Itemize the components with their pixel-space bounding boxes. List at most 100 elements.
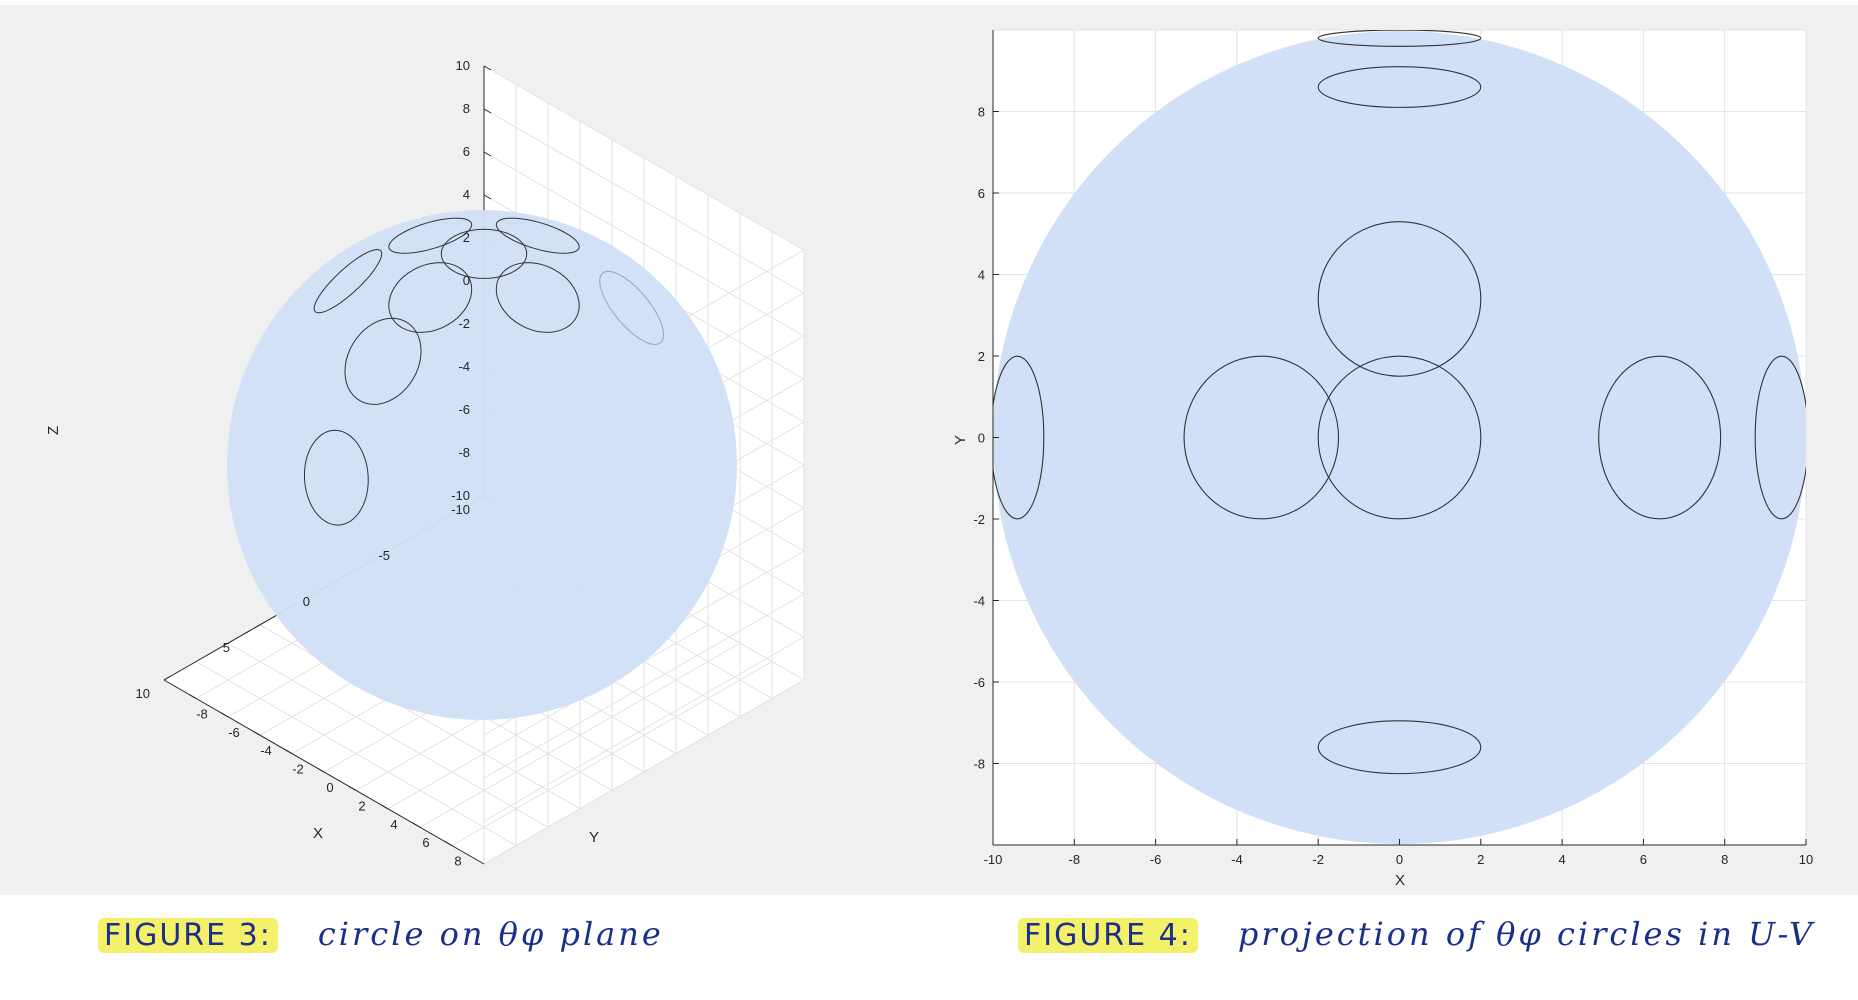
x-axis-label: X [313, 825, 323, 842]
projected-circles [993, 30, 1806, 775]
x-tick-label: 5 [223, 640, 230, 655]
x-tick-label: 2 [1477, 852, 1484, 867]
z-tick-mark [483, 65, 492, 71]
grid-line [483, 108, 805, 294]
z-tick-label: 4 [463, 187, 470, 202]
sphere-circle [599, 270, 664, 346]
y-tick-mark [348, 785, 357, 791]
z-tick-mark [483, 194, 492, 200]
sphere-circle [388, 262, 473, 333]
caption-figure-4: FIGURE 4: projection of θφ circles in U-V [1018, 915, 1815, 975]
z-tick-mark [483, 108, 492, 114]
y-tick-label: 2 [358, 798, 365, 813]
y-tick-label: 6 [978, 186, 985, 201]
y-tick-label: -2 [973, 512, 985, 527]
sphere-circle [440, 228, 528, 279]
sphere-circle [388, 217, 473, 254]
z-tick-label: -8 [458, 445, 470, 460]
projected-circle [1183, 355, 1340, 520]
sphere-circle [304, 429, 369, 526]
y-tick-label: -2 [292, 762, 304, 777]
y-tick-label: 0 [326, 780, 333, 795]
grid-line [483, 65, 805, 251]
y-tick-label: -6 [973, 675, 985, 690]
caption-figure-3: FIGURE 3: circle on θφ plane [98, 915, 664, 975]
z-tick-label: 10 [456, 58, 470, 73]
y-tick-label: 4 [390, 817, 397, 832]
x-tick-label: -4 [1231, 852, 1243, 867]
y-axis-label: Y [952, 435, 969, 445]
y-axis-label: Y [589, 829, 599, 846]
x-tick-label: 10 [1799, 852, 1813, 867]
y-tick-mark [252, 730, 261, 736]
y-tick-label: 8 [454, 854, 461, 869]
x-tick-label: -8 [1069, 852, 1081, 867]
grid-line [483, 151, 805, 337]
y-tick-label: -8 [196, 706, 208, 721]
3d-tick-labels: 10 8 6 4 2 0 -2 -4 -6 -8 -10-10 -5 0 5 10 -8 -6 -4 -2 0 2 4 6 8 [136, 58, 470, 869]
sphere-circle [495, 217, 580, 254]
sphere-3d-plot: 10 8 6 4 2 0 -2 -4 -6 -8 -10-10 -5 0 5 10 -8 -6 -4 -2 0 2 4 6 8… [45, 58, 805, 869]
projected-circle [1317, 221, 1482, 377]
z-tick-label: -10 [451, 488, 470, 503]
x-tick-label: 0 [1396, 852, 1403, 867]
y-tick-label: -4 [973, 594, 985, 609]
y-tick-label: 6 [422, 835, 429, 850]
projected-circle [1754, 355, 1806, 520]
x-tick-label: 8 [1721, 852, 1728, 867]
x-tick-label: 4 [1558, 852, 1565, 867]
x-tick-label: 0 [303, 594, 310, 609]
projected-circle [1317, 355, 1482, 520]
y-tick-label: 4 [978, 268, 985, 283]
y-tick-mark [188, 693, 197, 699]
x-tick-label: 6 [1640, 852, 1647, 867]
z-tick-label: 2 [463, 230, 470, 245]
z-axis-label: Z [45, 426, 62, 435]
x-tick-label: 10 [136, 686, 150, 701]
caption-label: FIGURE 3: [98, 918, 278, 953]
y-tick-mark [412, 822, 421, 828]
x-tick-mark [163, 675, 172, 681]
projection-disk [993, 31, 1806, 844]
grid-line [195, 661, 517, 847]
x-tick-label: -5 [378, 548, 390, 563]
sphere-circle [495, 262, 580, 333]
z-tick-mark [483, 151, 492, 157]
sphere [227, 210, 737, 720]
y-tick-label: 2 [978, 349, 985, 364]
x-tick-label: -6 [1150, 852, 1162, 867]
y-tick-mark [444, 841, 453, 847]
grid-line [227, 642, 549, 828]
y-tick-label: -8 [973, 757, 985, 772]
y-tick-mark [380, 804, 389, 810]
x-tick-label: -2 [1312, 852, 1324, 867]
grid-line [483, 679, 805, 865]
z-tick-label: 6 [463, 144, 470, 159]
projected-circle [1317, 30, 1482, 47]
y-tick-mark [284, 749, 293, 755]
projected-circle [1598, 355, 1722, 520]
x-tick-label: -10 [451, 502, 470, 517]
caption-text: projection of θφ circles in U-V [1237, 915, 1816, 953]
z-tick-label: 8 [463, 101, 470, 116]
caption-text: circle on θφ plane [317, 915, 664, 953]
sphere-circle [313, 249, 383, 314]
x-axis-label: X [1395, 872, 1405, 889]
y-tick-label: -4 [260, 743, 272, 758]
z-tick-label: 0 [463, 273, 470, 288]
2d-axes [992, 30, 1807, 846]
2d-tick-labels: -10 -8 -6 -4 -2 0 2 4 6 8 10 8 6 4 2 0 -2 -4 -6 -8 [973, 105, 1813, 868]
projected-circle [1317, 720, 1482, 775]
sphere-circles [304, 217, 664, 526]
z-tick-label: -4 [458, 359, 470, 374]
z-tick-label: -6 [458, 402, 470, 417]
y-tick-mark [220, 712, 229, 718]
z-tick-label: -2 [458, 316, 470, 331]
sphere-surface [227, 210, 737, 720]
y-tick-label: -6 [228, 725, 240, 740]
grid-line [419, 642, 741, 828]
y-tick-mark [316, 767, 325, 773]
x-tick-label: -10 [984, 852, 1003, 867]
projected-circle [993, 355, 1045, 520]
projected-circle [1317, 66, 1482, 108]
